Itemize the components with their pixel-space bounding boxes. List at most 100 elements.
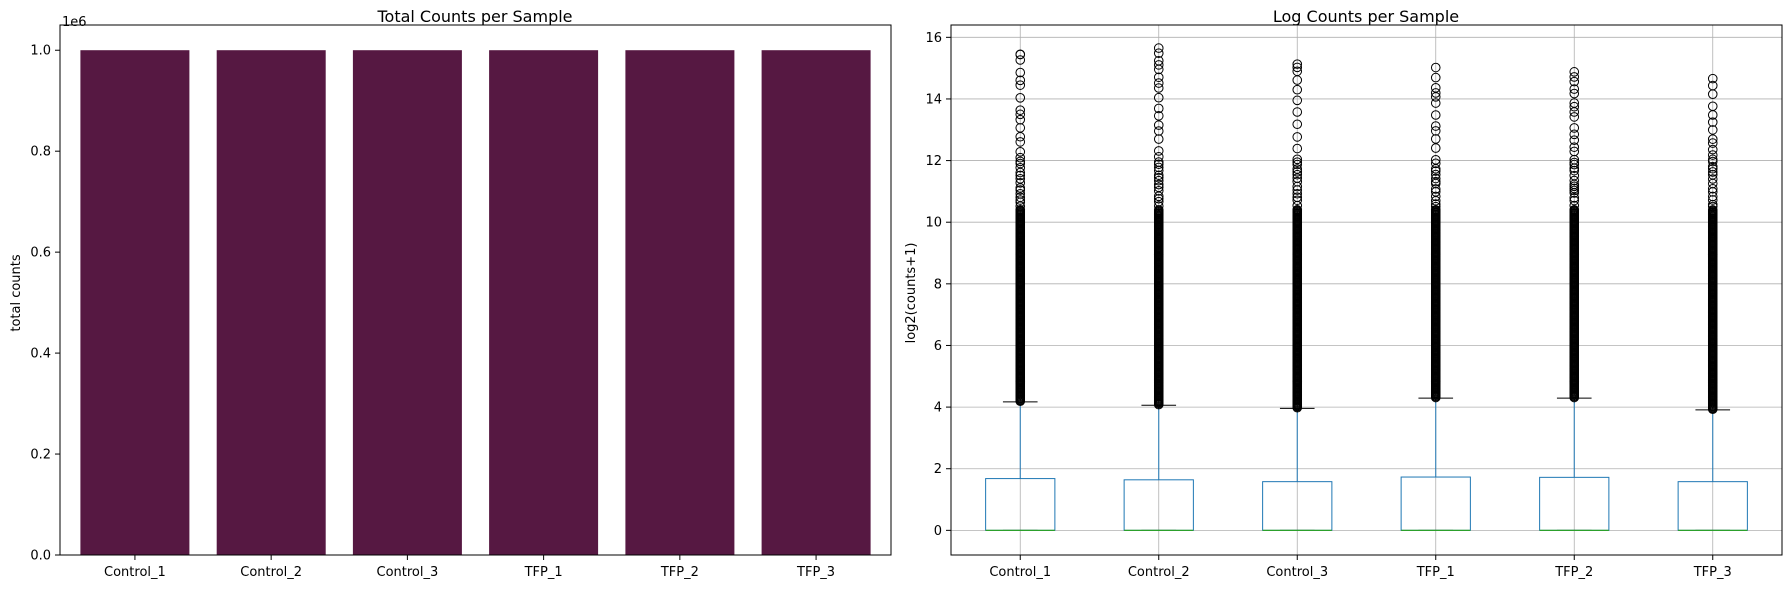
outlier-point [1707, 150, 1718, 160]
y-tick-label: 0.6 [30, 246, 51, 261]
y-tick-label: 8 [934, 277, 942, 292]
outlier-point [1430, 62, 1441, 73]
outlier-point [1569, 183, 1580, 194]
bar-chart-frame [59, 24, 892, 556]
outlier-point [1430, 158, 1441, 169]
outlier-point [1015, 174, 1026, 184]
outlier-point [1569, 112, 1580, 122]
y-tick-label: 2 [934, 462, 942, 477]
outlier-point [1153, 175, 1164, 186]
outlier-point [1569, 157, 1580, 168]
box-plot-y-axis-label: log2(counts+1) [904, 243, 919, 344]
outlier-point [1153, 157, 1164, 167]
bar-chart-y-axis-label: total counts [9, 254, 24, 332]
outlier-point [1707, 174, 1718, 184]
outlier-point [1153, 146, 1164, 156]
x-tick-label: TFP_2 [660, 565, 699, 580]
outlier-point [1430, 176, 1441, 187]
outlier-point [1430, 173, 1441, 184]
y-tick-label: 16 [925, 31, 942, 46]
outlier-point [1153, 162, 1164, 173]
outlier-point [1430, 121, 1441, 131]
outlier-point [1707, 134, 1718, 144]
outlier-point [1430, 83, 1441, 93]
bar-Control_2 [216, 50, 326, 555]
outlier-point [1707, 154, 1718, 165]
y-tick-label: 0.2 [30, 448, 51, 463]
outlier-point [1153, 43, 1164, 53]
y-tick-label: 1.0 [30, 44, 51, 59]
outlier-point [1015, 55, 1026, 65]
outlier-point [1430, 191, 1441, 202]
bar-TFP_1 [489, 50, 599, 555]
outlier-point [1153, 72, 1164, 83]
outlier-point [1015, 114, 1026, 125]
outlier-point [1292, 205, 1303, 215]
outlier-point [1015, 75, 1026, 86]
outlier-point [1430, 110, 1441, 120]
box-plot-frame [950, 24, 1783, 556]
outlier-point [1430, 184, 1441, 194]
outlier-point [1707, 156, 1718, 167]
outlier-point [1015, 178, 1026, 188]
outlier-point [1430, 134, 1441, 144]
outlier-point [1015, 195, 1026, 205]
outlier-point [1430, 143, 1441, 153]
outlier-point [1153, 126, 1164, 136]
outlier-point [1430, 72, 1441, 83]
outlier-point [1569, 101, 1580, 112]
y-tick-label: 12 [925, 154, 942, 169]
outlier-point [1569, 146, 1580, 157]
bar-chart-offset-label: 1e6 [62, 15, 87, 30]
outlier-point [1430, 155, 1441, 165]
outliers [1569, 67, 1580, 403]
outlier-point [1153, 172, 1164, 183]
outlier-point [1153, 170, 1164, 181]
outlier-point [1292, 167, 1303, 177]
x-tick-label: TFP_2 [1554, 565, 1593, 580]
outlier-point [1015, 192, 1026, 203]
outlier-point [1015, 156, 1026, 167]
outlier-point [1292, 132, 1303, 142]
y-tick-label: 4 [934, 401, 942, 416]
outlier-point [1015, 183, 1026, 193]
outlier-point [1015, 185, 1026, 195]
bar-chart-bars [80, 50, 871, 555]
outlier-point [1569, 195, 1580, 206]
outlier-point [1153, 134, 1164, 144]
outlier-point [1707, 205, 1718, 215]
outlier-point [1153, 182, 1164, 193]
x-tick-label: Control_3 [377, 565, 439, 580]
y-tick-label: 0 [934, 524, 942, 539]
outlier-point [1569, 129, 1580, 140]
box-plot-panel: Log Counts per Sample log2(counts+1) Con… [904, 7, 1783, 580]
outlier-point [1707, 195, 1718, 205]
outlier-point [1707, 183, 1718, 194]
x-tick-label: Control_2 [1128, 565, 1190, 580]
outlier-point [1292, 176, 1303, 187]
outlier-point [1292, 164, 1303, 174]
outlier-point [1153, 48, 1164, 59]
outlier-point [1153, 201, 1164, 211]
outlier-point [1153, 111, 1164, 121]
outlier-point [1569, 175, 1580, 186]
outlier-point [1430, 166, 1441, 176]
x-tick-label: Control_2 [240, 565, 302, 580]
outlier-point [1430, 126, 1441, 136]
outlier-point [1569, 170, 1580, 181]
box-plot-title: Log Counts per Sample [1273, 7, 1459, 26]
box-plot-axes: Control_1 Control_2 Control_3 TFP_1 TFP_2 TFP… [925, 31, 1731, 580]
outlier-point [1430, 169, 1441, 180]
outlier-point [1707, 167, 1718, 177]
y-tick-label: 6 [934, 339, 942, 354]
outlier-point [1707, 73, 1718, 84]
outlier-point [1153, 186, 1164, 196]
outlier-point [1015, 105, 1026, 115]
outlier-point [1430, 88, 1441, 98]
outlier-point [1015, 162, 1026, 173]
bar-Control_3 [352, 50, 462, 555]
outlier-point [1153, 179, 1164, 190]
outlier-point [1569, 76, 1580, 87]
outliers [1430, 62, 1441, 403]
bar-Control_1 [80, 50, 190, 555]
